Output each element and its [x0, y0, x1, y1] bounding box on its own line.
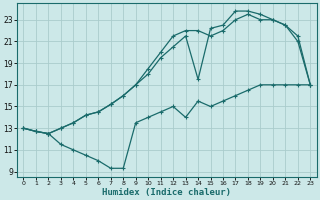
X-axis label: Humidex (Indice chaleur): Humidex (Indice chaleur): [102, 188, 231, 197]
